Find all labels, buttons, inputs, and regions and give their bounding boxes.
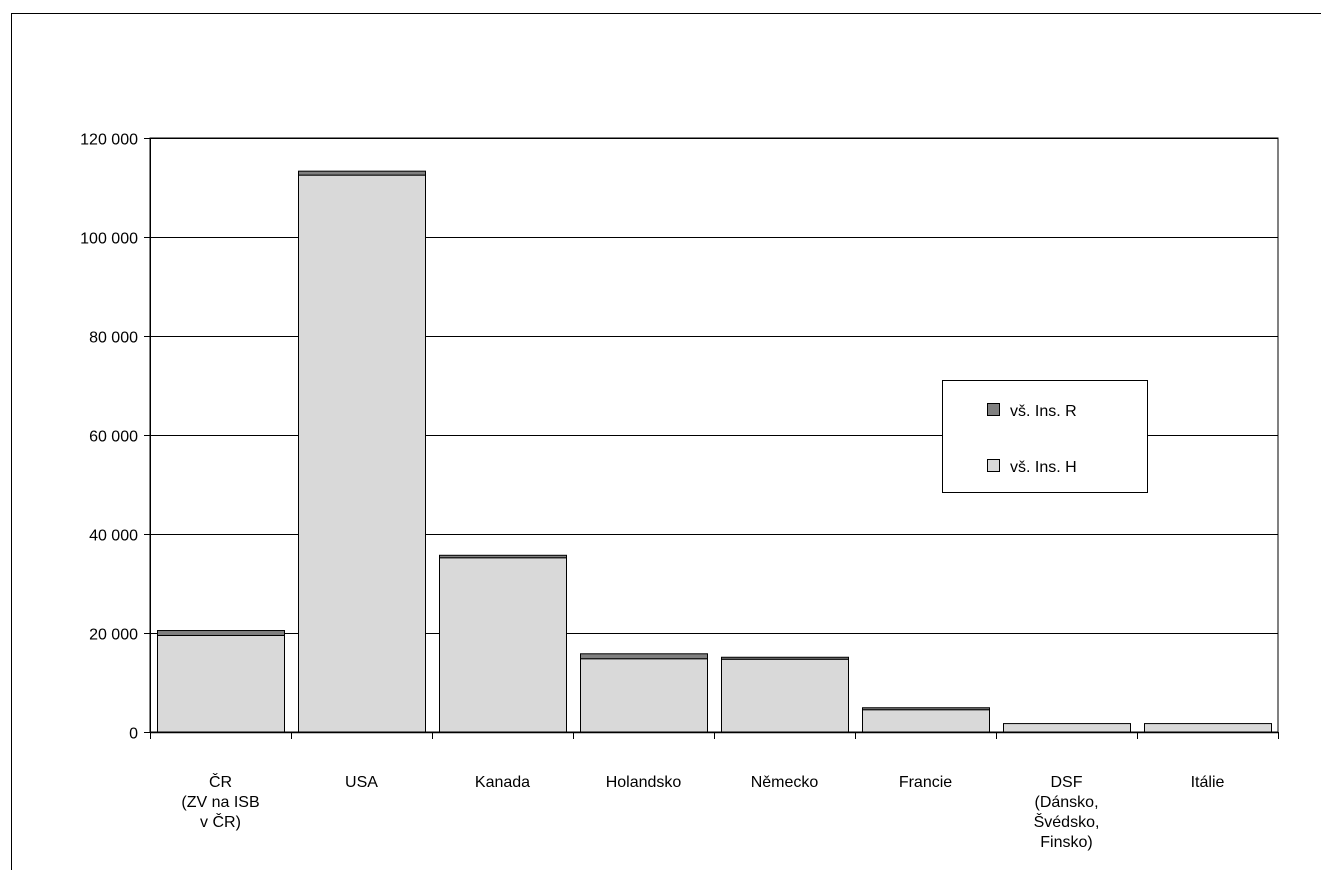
bar-segment-r xyxy=(157,630,285,636)
x-tick-label: Holandsko xyxy=(606,774,682,791)
bar-segment-h xyxy=(1144,723,1272,733)
bar-segment-h xyxy=(298,174,426,733)
y-tick-label: 120 000 xyxy=(80,132,138,149)
y-tick-label: 80 000 xyxy=(89,330,138,347)
y-axis-ticks: 0 20 000 40 000 60 000 80 000 100 000 120 000 xyxy=(80,132,150,743)
x-tick-label: Itálie xyxy=(1191,774,1225,791)
bar-segment-h xyxy=(1003,723,1131,733)
y-tick-label: 60 000 xyxy=(89,429,138,446)
bar-segment-r xyxy=(862,707,990,711)
bar-segment-h xyxy=(721,658,849,733)
legend-swatch xyxy=(987,403,1000,416)
legend: vš. Ins. R vš. Ins. H xyxy=(942,380,1148,493)
legend-swatch xyxy=(987,459,1000,472)
legend-label: vš. Ins. H xyxy=(1010,459,1077,476)
bar-segment-r xyxy=(580,653,708,660)
bars xyxy=(157,170,1272,733)
bar-segment-r xyxy=(298,170,426,176)
y-tick-label: 100 000 xyxy=(80,231,138,248)
legend-label: vš. Ins. R xyxy=(1010,403,1077,420)
bar-segment-r xyxy=(721,656,849,660)
x-tick-label: USA xyxy=(345,774,378,791)
chart-frame xyxy=(11,13,1321,870)
x-tick-label: Francie xyxy=(899,774,952,791)
bar-segment-h xyxy=(580,658,708,733)
axes xyxy=(150,138,1279,739)
y-tick-label: 40 000 xyxy=(89,528,138,545)
bar-segment-h xyxy=(862,709,990,733)
legend-box xyxy=(942,380,1148,493)
x-tick-label: Německo xyxy=(751,774,819,791)
bar-segment-h xyxy=(439,557,567,733)
y-tick-label: 0 xyxy=(129,726,138,743)
bar-segment-r xyxy=(439,554,567,559)
x-tick-label: Kanada xyxy=(475,774,530,791)
x-tick-label: ČR (ZV na ISB v ČR) xyxy=(181,772,259,831)
bar-segment-h xyxy=(157,634,285,733)
y-tick-label: 20 000 xyxy=(89,627,138,644)
x-tick-label: DSF (Dánsko, Švédsko, Finsko) xyxy=(1034,774,1100,851)
x-axis-ticks: ČR (ZV na ISB v ČR) USA Kanada Holandsko Němec… xyxy=(181,772,1224,851)
